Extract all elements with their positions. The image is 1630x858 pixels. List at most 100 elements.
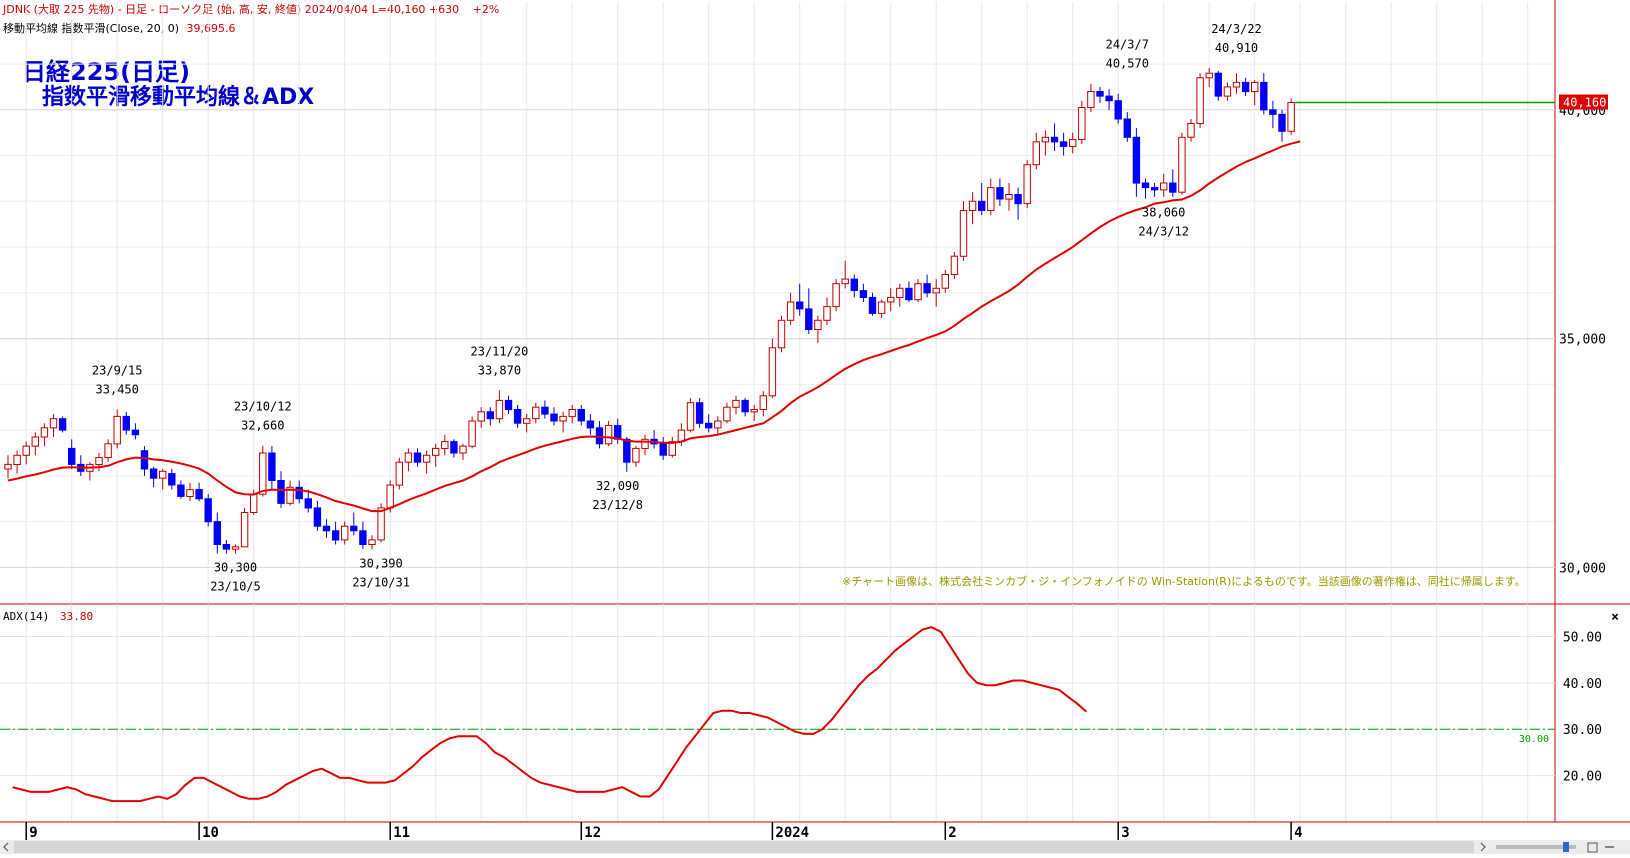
candle <box>695 398 704 428</box>
candle-body <box>777 319 786 349</box>
candle <box>668 437 676 458</box>
chart-title-line1: 日経225(日足) <box>22 58 190 86</box>
candle-body <box>959 210 968 257</box>
candle <box>550 407 558 426</box>
candle <box>1187 119 1195 142</box>
copyright-notice: ※チャート画像は、株式会社ミンカブ・ジ・インフォノイドの Win-Station… <box>842 574 1526 588</box>
candle-body <box>140 450 149 470</box>
last-price-marker: 40,160 <box>1559 94 1608 110</box>
candle-body <box>1041 136 1050 143</box>
candle-body <box>1232 81 1241 88</box>
candle-body <box>1287 102 1295 132</box>
candle-body <box>532 406 540 420</box>
candle-body <box>250 493 258 514</box>
price-annotation-line1: 38,060 <box>1142 206 1185 220</box>
candle-body <box>841 278 849 285</box>
adx-close-icon[interactable]: × <box>1611 610 1619 625</box>
adx-y-tick-label: 20.00 <box>1563 770 1602 785</box>
zoom-slider-thumb[interactable] <box>1563 842 1569 852</box>
horizontal-scrollbar[interactable] <box>0 840 1630 854</box>
candle-body <box>441 441 449 450</box>
candle-body <box>614 425 622 440</box>
candle <box>814 315 822 344</box>
candle-body <box>1096 91 1104 97</box>
candle-body <box>1205 72 1213 79</box>
price-annotation-line2: 40,570 <box>1106 57 1149 71</box>
candle <box>1160 173 1168 197</box>
candle-body <box>932 287 940 294</box>
candle-body <box>996 187 1004 200</box>
candle <box>768 338 777 399</box>
candle-body <box>814 319 822 330</box>
candle <box>1260 73 1268 115</box>
candle <box>504 395 513 415</box>
price-annotation-line2: 24/3/12 <box>1138 225 1189 239</box>
adx-y-tick-label: 30.00 <box>1563 723 1602 738</box>
candle <box>222 539 231 554</box>
candlestick-series <box>4 68 1295 554</box>
candle <box>523 414 531 433</box>
candle <box>313 501 322 531</box>
candle <box>1114 93 1122 124</box>
candle-body <box>1078 107 1086 140</box>
candle <box>404 448 413 472</box>
candle <box>159 469 167 490</box>
candle <box>559 411 567 433</box>
x-axis-tick-label: 4 <box>1294 825 1302 841</box>
candle-body <box>168 473 176 486</box>
candle <box>686 398 695 433</box>
candle-body <box>1260 81 1268 111</box>
candle-body <box>149 468 158 479</box>
candle-body <box>95 457 103 466</box>
candle-body <box>159 470 167 479</box>
candle <box>1278 109 1286 142</box>
candle-body <box>304 498 313 509</box>
candle <box>168 469 176 490</box>
candle-body <box>331 530 340 541</box>
candle-body <box>286 486 294 504</box>
candle <box>923 274 931 298</box>
price-annotation-line1: 24/3/22 <box>1211 22 1262 36</box>
candle-body <box>1223 86 1232 97</box>
candle <box>805 288 813 334</box>
candle <box>941 270 949 293</box>
scrollbar-thumb[interactable] <box>14 841 1474 853</box>
chart-menu-icon[interactable] <box>1587 842 1598 853</box>
candle <box>1178 132 1186 195</box>
zoom-slider-track[interactable] <box>1496 845 1576 849</box>
candle-body <box>550 413 558 422</box>
price-annotation-line1: 24/3/7 <box>1106 38 1149 52</box>
candle <box>950 251 959 280</box>
candle-body <box>513 409 522 424</box>
adx-panel-grid <box>25 604 1529 822</box>
candle <box>850 274 858 298</box>
candle-body <box>732 399 740 408</box>
header-line2: 移動平均線 指数平滑(Close, 20, 0) 39,695.6 <box>3 21 236 35</box>
candle-body <box>1278 113 1286 132</box>
adx-y-tick-label: 50.00 <box>1563 631 1602 646</box>
candle-body <box>395 461 404 486</box>
candle-body <box>741 399 749 413</box>
scroll-right-arrow-icon[interactable] <box>1480 842 1486 852</box>
candle <box>541 400 549 419</box>
candle-body <box>1114 100 1122 120</box>
candle <box>104 439 112 463</box>
candle <box>777 315 786 353</box>
candle <box>131 423 140 440</box>
candle <box>395 457 404 490</box>
candle <box>914 279 922 302</box>
candle <box>204 494 212 527</box>
candle-body <box>1032 141 1040 166</box>
candle-body <box>796 301 804 310</box>
candle-body <box>695 402 704 424</box>
scroll-left-arrow-icon[interactable] <box>3 842 9 852</box>
x-axis-tick-label: 3 <box>1121 825 1129 841</box>
candle-body <box>1014 194 1022 205</box>
header-line2-value: 39,695.6 <box>187 22 236 35</box>
price-annotation-line2: 40,910 <box>1215 41 1258 55</box>
candle-body <box>1160 182 1168 191</box>
candle-body <box>404 452 413 463</box>
candle <box>113 409 121 449</box>
candle-body <box>68 447 76 465</box>
